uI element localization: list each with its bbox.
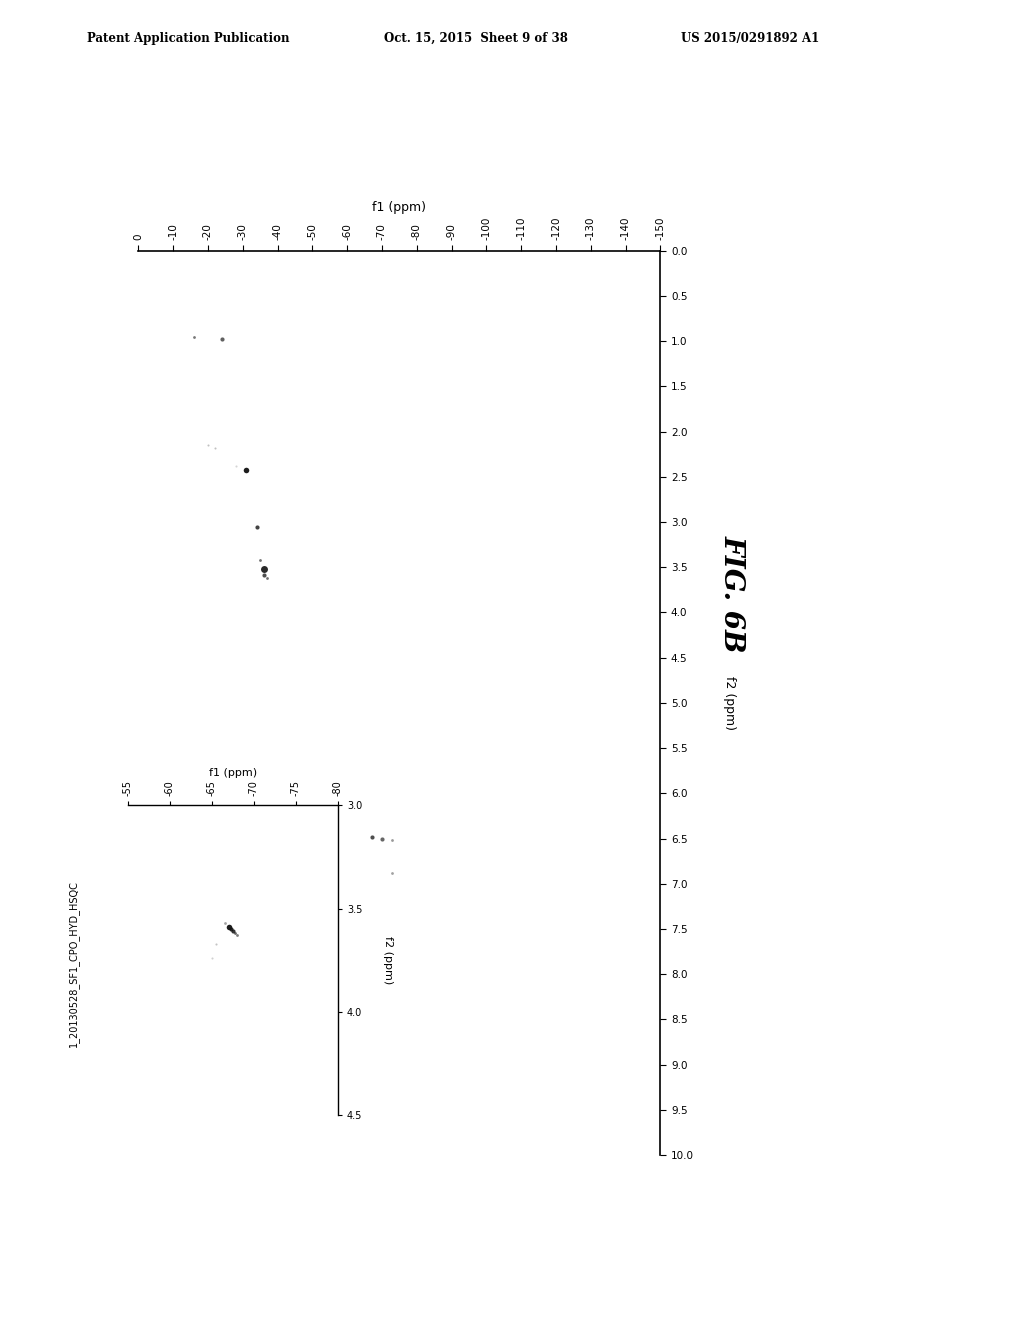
X-axis label: f1 (ppm): f1 (ppm) — [209, 768, 257, 777]
Text: Patent Application Publication: Patent Application Publication — [87, 32, 290, 45]
Y-axis label: f2 (ppm): f2 (ppm) — [723, 676, 735, 730]
Text: US 2015/0291892 A1: US 2015/0291892 A1 — [681, 32, 819, 45]
Text: FIG. 6B: FIG. 6B — [719, 535, 745, 653]
Text: 1_20130528_SF1_CPO_HYD_HSQC: 1_20130528_SF1_CPO_HYD_HSQC — [69, 880, 79, 1047]
X-axis label: f1 (ppm): f1 (ppm) — [373, 202, 426, 214]
Text: Oct. 15, 2015  Sheet 9 of 38: Oct. 15, 2015 Sheet 9 of 38 — [384, 32, 568, 45]
Y-axis label: f2 (ppm): f2 (ppm) — [383, 936, 393, 985]
